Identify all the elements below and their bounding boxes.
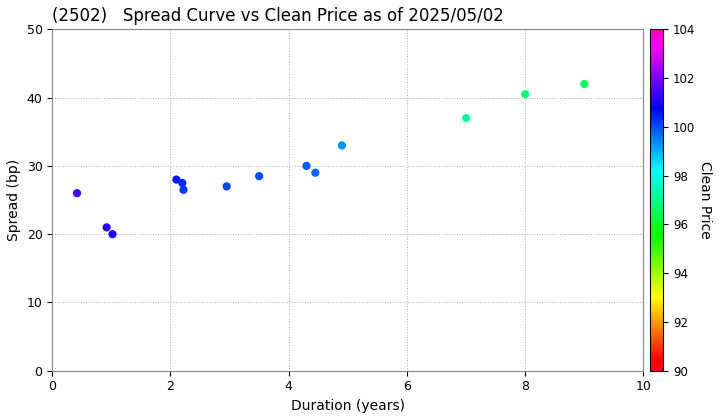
Point	[101, 224, 112, 231]
Point	[71, 190, 83, 197]
Point	[519, 91, 531, 97]
Text: (2502)   Spread Curve vs Clean Price as of 2025/05/02: (2502) Spread Curve vs Clean Price as of…	[53, 7, 504, 25]
Y-axis label: Spread (bp): Spread (bp)	[7, 159, 21, 241]
Point	[171, 176, 182, 183]
Point	[178, 186, 189, 193]
Point	[336, 142, 348, 149]
Point	[310, 169, 321, 176]
Point	[460, 115, 472, 121]
Point	[176, 180, 188, 186]
X-axis label: Duration (years): Duration (years)	[291, 399, 405, 413]
Point	[301, 163, 312, 169]
Point	[253, 173, 265, 179]
Point	[107, 231, 118, 238]
Point	[221, 183, 233, 190]
Point	[579, 81, 590, 87]
Y-axis label: Clean Price: Clean Price	[698, 161, 712, 239]
